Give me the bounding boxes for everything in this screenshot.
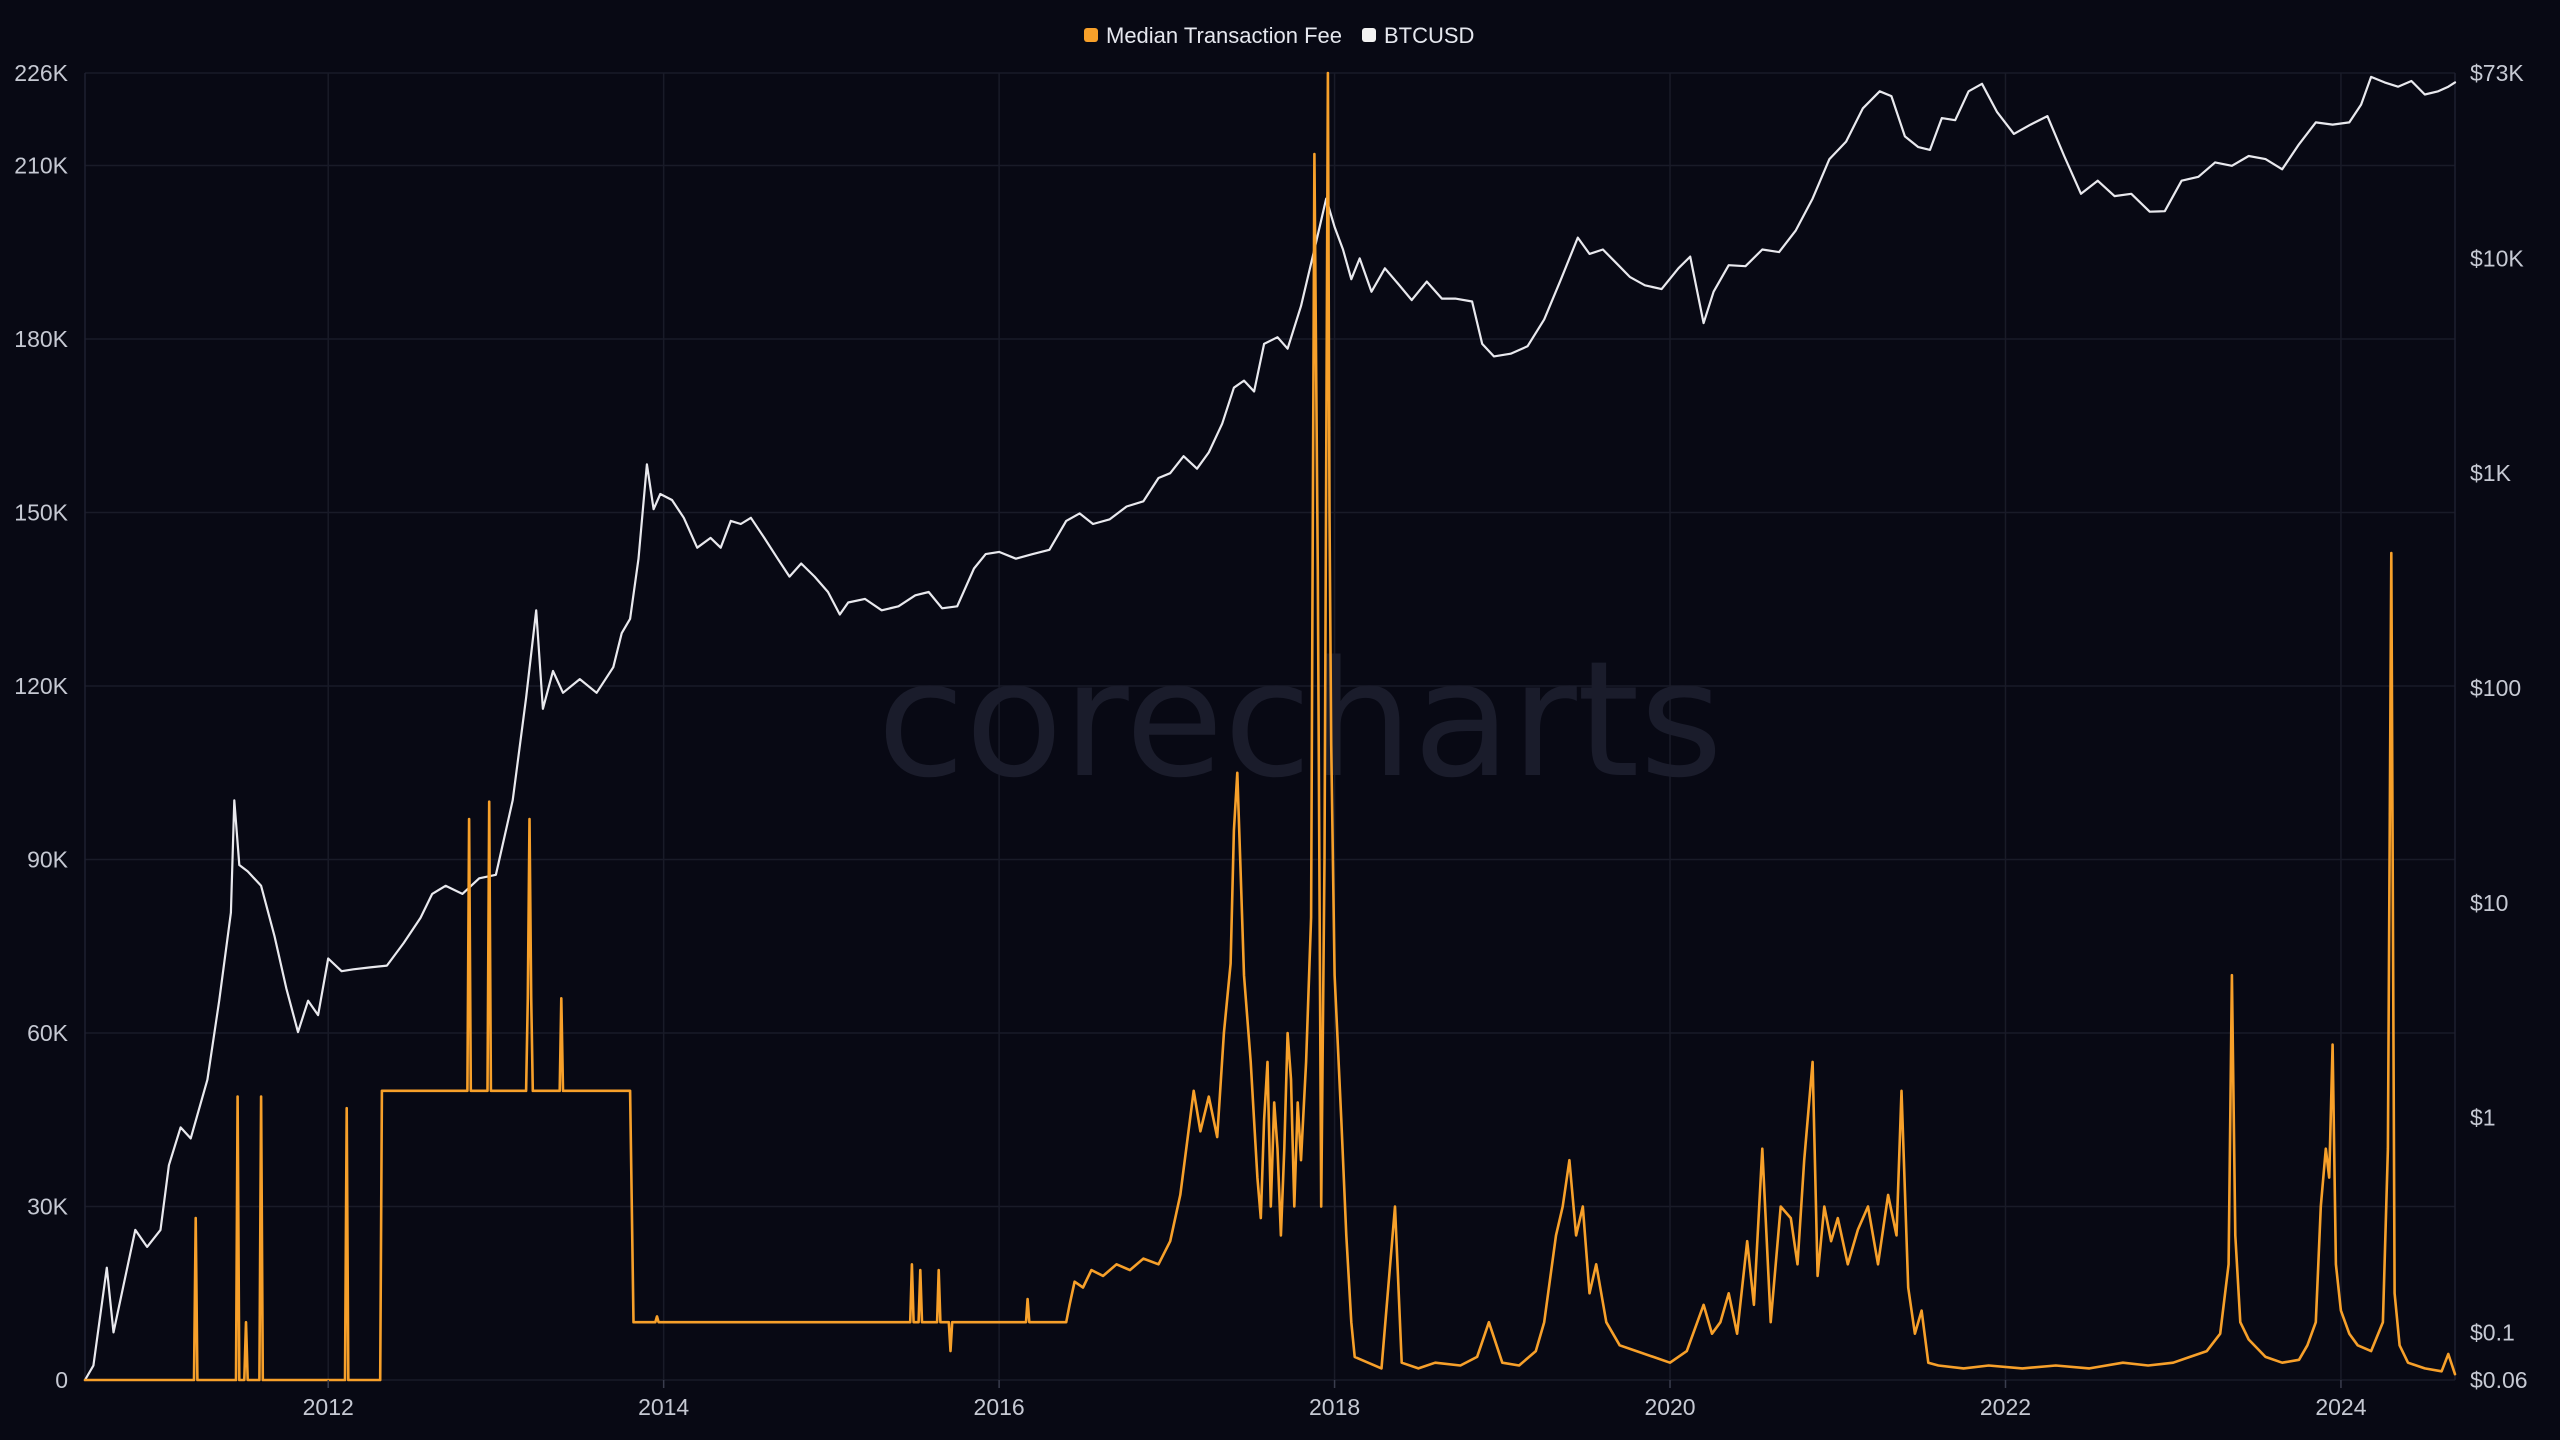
left-tick-label: 0: [55, 1367, 68, 1393]
legend-item-label[interactable]: Median Transaction Fee: [1106, 23, 1342, 48]
x-tick-label: 2024: [2315, 1394, 2366, 1420]
left-tick-label: 226K: [14, 60, 68, 86]
watermark-text: corecharts: [877, 626, 1723, 813]
right-tick-label: $73K: [2470, 60, 2524, 86]
left-tick-label: 180K: [14, 326, 68, 352]
x-axis: 2012 2014 2016 2018 2020 2022 2024: [303, 1380, 2367, 1420]
legend-swatch[interactable]: [1084, 28, 1098, 42]
grid: [84, 72, 2456, 1381]
right-tick-label: $10: [2470, 890, 2508, 916]
legend-swatch[interactable]: [1362, 28, 1376, 42]
right-y-axis: $0.06 $0.1 $1 $10 $100 $1K $10K $73K: [2470, 60, 2528, 1393]
legend-item-label[interactable]: BTCUSD: [1384, 23, 1474, 48]
left-tick-label: 90K: [27, 847, 69, 873]
series-line: [83, 75, 2457, 1382]
x-tick-label: 2020: [1644, 1394, 1695, 1420]
left-tick-label: 120K: [14, 673, 68, 699]
left-y-axis: 0 30K 60K 90K 120K 150K 180K 210K 226K: [14, 60, 68, 1393]
x-tick-label: 2014: [638, 1394, 689, 1420]
right-tick-label: $0.1: [2470, 1319, 2515, 1345]
median-fee-series: [83, 71, 2457, 1382]
x-tick-label: 2012: [303, 1394, 354, 1420]
left-tick-label: 60K: [27, 1020, 69, 1046]
right-tick-label: $0.06: [2470, 1367, 2528, 1393]
series-line: [83, 71, 2457, 1382]
legend[interactable]: Median Transaction Fee BTCUSD: [1084, 23, 1474, 48]
x-tick-label: 2018: [1309, 1394, 1360, 1420]
left-tick-label: 150K: [14, 500, 68, 526]
right-tick-label: $100: [2470, 675, 2521, 701]
right-tick-label: $1: [2470, 1105, 2496, 1131]
x-tick-label: 2016: [974, 1394, 1025, 1420]
right-tick-label: $10K: [2470, 245, 2524, 271]
left-tick-label: 210K: [14, 153, 68, 179]
right-tick-label: $1K: [2470, 460, 2512, 486]
left-tick-label: 30K: [27, 1194, 69, 1220]
btcusd-series: [83, 75, 2457, 1382]
x-tick-label: 2022: [1980, 1394, 2031, 1420]
